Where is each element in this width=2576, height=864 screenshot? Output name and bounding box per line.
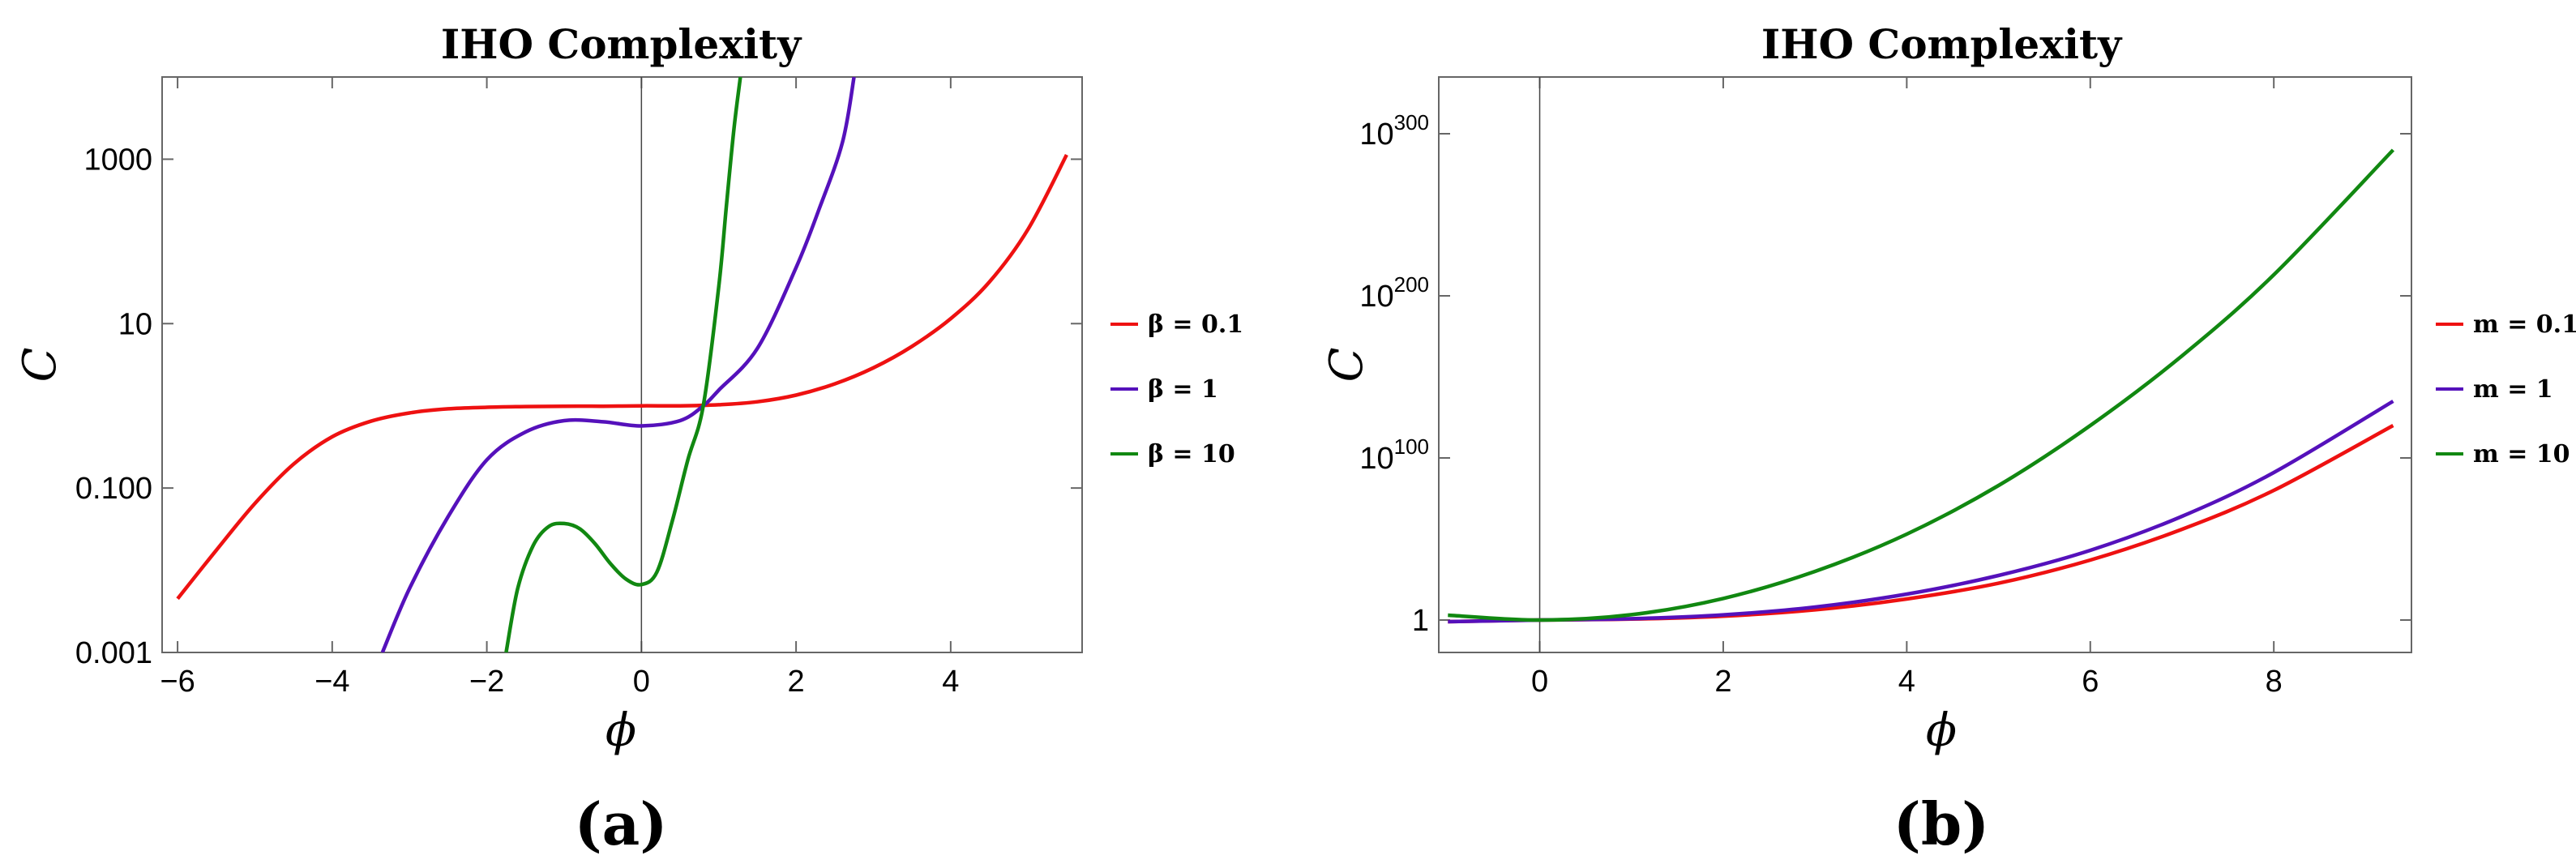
panel-a-x-axis-label: ϕ [605,704,636,757]
panel-a-plot-frame [161,76,1083,653]
series-line-3 [1448,148,2395,622]
y-tick-label: 10 [118,307,152,341]
panel-b-legend: m = 0.1 m = 1 m = 10 [2436,310,2576,468]
x-tick-label: 0 [1531,665,1548,699]
legend-label-3: m = 10 [2473,440,2570,468]
panel-b-title: IHO Complexity [1761,20,2123,68]
panel-a-legend: β = 0.1 β = 1 β = 10 [1110,310,1243,468]
panel-a-y-axis-label: C [14,348,66,383]
series-line-2 [1448,400,2394,624]
panel-a-x-axis: −6 −4 −2 0 2 4 [160,77,959,699]
x-tick-label: 8 [2266,665,2283,699]
y-tick-label: 0.100 [75,472,152,506]
x-tick-label: −2 [469,665,504,699]
x-tick-label: 6 [2082,665,2099,699]
y-tick-label: 10300 [1359,110,1429,152]
x-tick-label: −4 [315,665,349,699]
x-tick-label: 0 [633,665,650,699]
panel-a-title: IHO Complexity [441,20,802,68]
x-tick-label: −6 [160,665,195,699]
series-line-3 [504,77,742,652]
panel-b-x-axis: 0 2 4 6 8 [1531,77,2283,699]
series-line-1 [176,153,1068,601]
y-tick-exponent: 100 [1394,434,1429,459]
x-tick-label: 2 [1714,665,1731,699]
panel-a-curves [176,77,1068,652]
y-tick-label: 1000 [83,143,152,177]
y-tick-label: 1 [1412,604,1429,638]
y-tick-exponent: 200 [1394,272,1429,297]
panel-b-y-axis-label: C [1320,348,1373,383]
panel-b-label: (b) [1893,789,1989,858]
y-tick-label: 0.001 [75,636,152,670]
panel-b-x-axis-label: ϕ [1926,704,1957,757]
x-tick-label: 2 [788,665,805,699]
legend-label-2: β = 1 [1148,375,1218,404]
y-tick-label: 10100 [1359,434,1429,476]
y-tick-label: 10200 [1359,272,1429,314]
panel-a-label: (a) [575,789,668,858]
legend-label-1: m = 0.1 [2473,310,2576,339]
series-line-2 [380,77,856,652]
legend-label-2: m = 1 [2473,375,2553,404]
panel-b-y-axis: 1 10100 10200 10300 [1359,110,2411,638]
y-tick-exponent: 300 [1394,110,1429,135]
x-tick-label: 4 [1898,665,1915,699]
x-tick-label: 4 [942,665,959,699]
panel-a-y-axis: 0.001 0.100 10 1000 [75,143,1082,670]
panel-b-plot-frame [1438,76,2412,653]
legend-label-3: β = 10 [1148,440,1235,468]
panel-b-curves [1448,148,2395,624]
legend-label-1: β = 0.1 [1148,310,1243,339]
panel-a: IHO Complexity −6 −4 −2 0 2 4 0.001 0.100 10 100… [14,20,1243,858]
